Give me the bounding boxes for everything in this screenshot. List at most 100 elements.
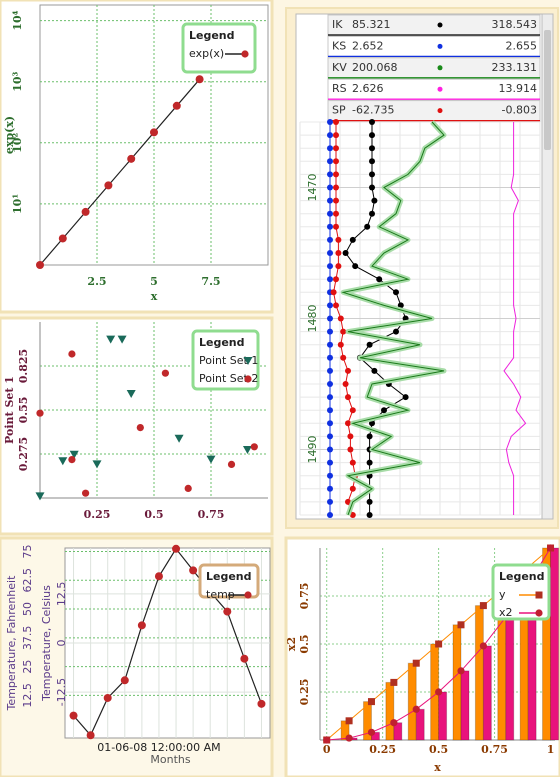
log-point <box>327 433 333 440</box>
log-point <box>327 394 333 401</box>
readout-name: KS <box>332 39 346 52</box>
point <box>390 719 398 727</box>
scrollbar[interactable] <box>541 13 554 520</box>
legend-box <box>491 563 551 621</box>
x-axis-label: x <box>151 290 158 303</box>
readout-dot <box>437 65 443 71</box>
y-axis-label: Temperature, Fahrenheit <box>5 575 18 712</box>
readout-name: IK <box>332 18 343 31</box>
log-point <box>327 381 333 387</box>
log-point <box>366 459 373 466</box>
point <box>345 734 353 742</box>
log-point <box>369 184 375 191</box>
readout-value: -62.735 <box>352 104 394 117</box>
log-point <box>333 302 339 309</box>
point <box>81 207 90 216</box>
point <box>36 261 44 269</box>
log-point <box>397 302 404 309</box>
point <box>58 234 67 243</box>
log-point <box>327 223 333 230</box>
log-point <box>335 236 342 243</box>
log-point <box>349 407 356 414</box>
log-point <box>330 289 337 296</box>
log-point <box>327 236 333 243</box>
x-tick-label: 7.5 <box>201 275 220 288</box>
y2-axis-label: Temperature, Celsius <box>40 585 53 702</box>
point <box>435 640 443 648</box>
x-tick-label: 0 <box>323 743 331 756</box>
point <box>412 659 420 667</box>
point <box>69 450 79 459</box>
log-point <box>333 171 339 178</box>
y-tick-label: 75 <box>21 544 34 558</box>
log-point <box>327 158 333 165</box>
point <box>69 711 78 720</box>
log-point <box>381 407 387 414</box>
log-point <box>327 407 333 414</box>
bar <box>393 722 403 741</box>
log-point <box>366 433 373 440</box>
log-point <box>337 315 344 322</box>
x-tick-label: 0.75 <box>481 743 508 756</box>
point <box>103 693 112 702</box>
log-point <box>333 119 339 125</box>
legend-marker <box>243 357 253 365</box>
legend-marker <box>241 50 249 58</box>
log-curve <box>341 121 445 516</box>
point <box>92 460 102 469</box>
legend-box <box>181 22 257 74</box>
log-point <box>327 341 333 348</box>
point <box>479 602 487 610</box>
depth-label: 1470 <box>306 174 319 202</box>
scrollbar-thumb[interactable] <box>544 30 551 150</box>
legend-title: Legend <box>189 29 235 42</box>
log-point <box>347 433 354 440</box>
readout-value: 85.321 <box>352 18 391 31</box>
series-line <box>39 78 201 266</box>
readout-end-value: 13.914 <box>499 82 538 95</box>
log-point <box>349 459 356 466</box>
y-axis-label: x2 <box>285 637 298 651</box>
log-point <box>340 328 347 335</box>
legend-marker <box>244 591 252 599</box>
legend-label: temp <box>206 588 235 601</box>
log-point <box>345 498 351 505</box>
point <box>68 456 76 464</box>
log-point <box>327 315 333 322</box>
legend-marker <box>535 591 543 599</box>
log-point <box>327 498 333 505</box>
x-tick-label: 0.5 <box>144 508 163 521</box>
log-point <box>335 263 342 270</box>
bar <box>415 708 425 741</box>
bar <box>407 662 417 741</box>
log-point <box>327 367 333 374</box>
log-point <box>333 158 339 165</box>
log-point <box>369 210 375 217</box>
point <box>161 369 169 377</box>
log-point <box>327 446 333 453</box>
y-tick-label: 10⁴ <box>11 10 24 30</box>
point <box>457 667 465 675</box>
point <box>412 705 420 713</box>
point <box>136 424 144 432</box>
point <box>154 572 163 581</box>
point <box>82 489 90 497</box>
log-point <box>345 367 351 374</box>
x-tick-label: 5 <box>150 275 158 288</box>
readout-dot <box>437 43 443 49</box>
y-tick-label: 10² <box>11 133 24 153</box>
log-point <box>327 145 333 152</box>
series-line <box>73 547 263 737</box>
readout-name: RS <box>332 82 347 95</box>
log-point <box>327 459 333 466</box>
log-point <box>349 512 356 518</box>
log-point <box>327 197 333 204</box>
x-tick-label: 0.5 <box>429 743 448 756</box>
readout-value: 2.626 <box>352 82 384 95</box>
log-point <box>327 171 333 178</box>
log-point <box>366 512 373 518</box>
log-point <box>327 250 333 256</box>
log-point <box>333 132 339 139</box>
point <box>117 335 127 344</box>
